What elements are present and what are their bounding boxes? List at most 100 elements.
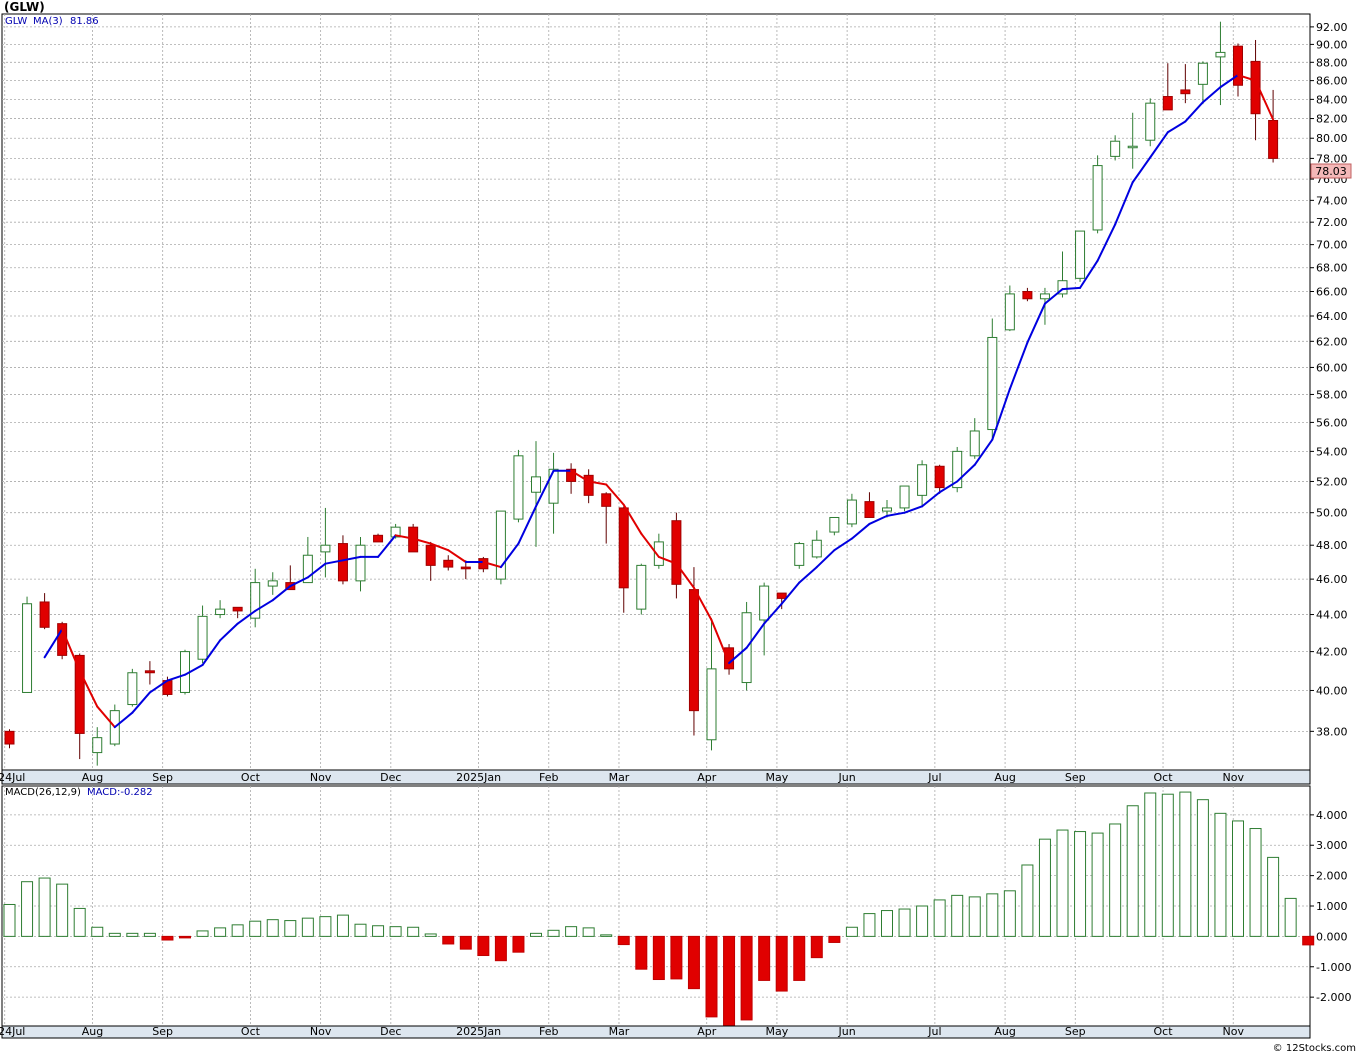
- macd-bar: [249, 920, 262, 937]
- candle-body: [601, 493, 612, 507]
- candle-body: [92, 737, 103, 754]
- price-y-tick-label: 50.00: [1316, 507, 1348, 520]
- ma-line-segment: [570, 469, 590, 483]
- candle-body: [846, 499, 857, 525]
- ma-line-segment: [587, 480, 608, 486]
- candle-body: [864, 501, 875, 518]
- ma-line-segment: [850, 522, 871, 540]
- ma-line-segment: [798, 566, 818, 584]
- candle-body: [22, 603, 33, 693]
- candle-body: [197, 615, 208, 660]
- ma-line-segment: [517, 505, 537, 545]
- macd-bar: [319, 916, 332, 937]
- ma-line-segment: [447, 549, 467, 563]
- macd-bar: [512, 935, 525, 953]
- price-y-tick-label: 80.00: [1316, 132, 1348, 145]
- ma-line-segment: [710, 618, 731, 665]
- ma-line-segment: [605, 483, 625, 506]
- candle-body: [1250, 60, 1261, 115]
- ma-line-segment: [1079, 259, 1099, 289]
- candle-body: [671, 520, 682, 585]
- macd-date-label: Nov: [1222, 1025, 1244, 1038]
- ma-line-segment: [131, 691, 151, 714]
- candle-body: [4, 730, 15, 745]
- macd-bar: [424, 933, 437, 937]
- ma-line-segment: [1043, 288, 1064, 305]
- macd-bar: [494, 935, 507, 962]
- ma-line-segment: [745, 622, 766, 649]
- macd-bar: [459, 935, 472, 950]
- ma-line-segment: [271, 585, 292, 602]
- candle-body: [232, 606, 243, 612]
- macd-bar: [284, 920, 297, 937]
- candle-body: [987, 336, 998, 431]
- price-date-label: Oct: [1154, 771, 1174, 784]
- price-date-label: Feb: [539, 771, 558, 784]
- price-y-tick-label: 90.00: [1316, 38, 1348, 51]
- price-y-tick-label: 46.00: [1316, 573, 1348, 586]
- ma-line-segment: [780, 581, 801, 605]
- macd-bar: [1196, 799, 1209, 937]
- price-y-tick-label: 58.00: [1316, 388, 1348, 401]
- candle-body: [794, 543, 805, 566]
- macd-date-label: Mar: [609, 1025, 630, 1038]
- price-date-strip: [1, 769, 1311, 785]
- price-y-tick-label: 92.00: [1316, 21, 1348, 34]
- macd-bar: [372, 925, 385, 937]
- candle-body: [566, 468, 577, 482]
- ma-line-segment: [412, 537, 432, 545]
- candle-body: [1180, 89, 1191, 95]
- macd-bar: [477, 935, 490, 957]
- macd-date-label: 2025Jan: [456, 1025, 501, 1038]
- ma-line-segment: [921, 491, 941, 508]
- macd-bar: [1109, 823, 1122, 937]
- ma-line-segment: [868, 514, 888, 525]
- price-y-tick-label: 44.00: [1316, 609, 1348, 622]
- macd-bar: [670, 935, 683, 980]
- macd-bar: [91, 926, 104, 937]
- price-y-tick-label: 56.00: [1316, 416, 1348, 429]
- macd-date-label: Aug: [82, 1025, 103, 1038]
- ma-line-segment: [78, 669, 99, 708]
- candle-body: [706, 668, 717, 741]
- macd-y-tick-label: 4.000: [1316, 809, 1348, 822]
- macd-bar: [968, 896, 981, 937]
- macd-date-label: Jul: [927, 1025, 941, 1038]
- ma-line-segment: [1219, 74, 1239, 89]
- macd-bar: [758, 935, 771, 981]
- candle-body: [548, 468, 559, 504]
- price-panel: 38.00 40.00 42.00 44.00 46.00 48.00 50.00 52.00…: [1, 13, 1348, 771]
- macd-date-label: Apr: [697, 1025, 717, 1038]
- candle-body: [144, 670, 155, 674]
- macd-date-axis: 2024Jul Aug Sep Oct Nov Dec 2025Jan Feb Mar Apr Ma…: [0, 1025, 1311, 1039]
- candle-body: [531, 476, 541, 493]
- price-y-tick-label: 82.00: [1316, 113, 1348, 126]
- ma-line-segment: [640, 532, 660, 558]
- candle-body: [636, 564, 647, 610]
- ma-line-segment: [622, 503, 643, 535]
- price-date-label: Nov: [310, 771, 332, 784]
- ma-line-segment: [254, 599, 274, 612]
- candle-body: [1127, 145, 1138, 149]
- ma-line-segment: [886, 511, 906, 517]
- candle-body: [811, 539, 822, 558]
- ma-line-segment: [657, 555, 678, 565]
- candle-body: [1039, 293, 1050, 300]
- macd-bar: [126, 932, 139, 937]
- legend-ma-label: MA(3): [33, 16, 63, 27]
- candle-body: [250, 582, 261, 619]
- ma-line-segment: [236, 609, 257, 625]
- price-y-tick-label: 38.00: [1316, 725, 1348, 738]
- price-date-axis: 2024Jul Aug Sep Oct Nov Dec 2025Jan Feb Mar Apr Ma…: [0, 769, 1311, 785]
- ma-line-segment: [96, 705, 116, 729]
- candle-body: [724, 647, 735, 670]
- ma-line-segment: [1131, 156, 1152, 184]
- ma-line-segment: [324, 559, 344, 565]
- price-date-label: Aug: [82, 771, 103, 784]
- candle-body: [425, 544, 436, 566]
- candle-body: [1197, 62, 1208, 85]
- candle-body: [215, 608, 226, 616]
- macd-bar: [582, 927, 595, 937]
- candle-body: [899, 485, 910, 509]
